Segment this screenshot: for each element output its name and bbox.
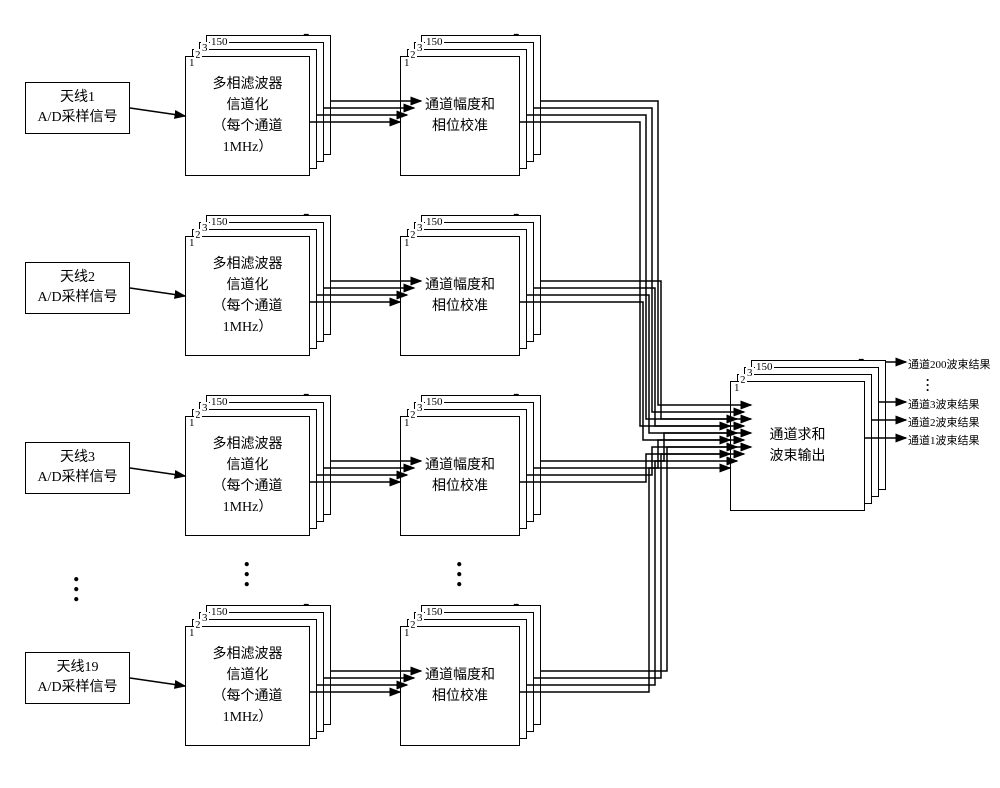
polyphase-filter-4-content: 多相滤波器信道化（每个通道1MHz） <box>185 626 310 746</box>
calibration-2-content: 通道幅度和相位校准 <box>400 236 520 356</box>
polyphase-filter-4-label-3: 3 <box>201 612 209 624</box>
polyphase-filter-2-content: 多相滤波器信道化（每个通道1MHz） <box>185 236 310 356</box>
polyphase-filter-3-content: 多相滤波器信道化（每个通道1MHz） <box>185 416 310 536</box>
polyphase-filter-1-stack: ...150321多相滤波器信道化（每个通道1MHz） <box>185 35 331 176</box>
calibration-3-label-3: 3 <box>416 402 424 414</box>
beam-output-content: 通道求和波束输出 <box>730 381 865 511</box>
beam-output-dots: ... <box>858 350 863 366</box>
polyphase-filter-4-dots: ... <box>303 595 308 611</box>
calibration-4-label-3: 3 <box>416 612 424 624</box>
polyphase-filter-2-label-150: 150 <box>210 216 229 228</box>
calibration-4-content: 通道幅度和相位校准 <box>400 626 520 746</box>
calibration-3-content: 通道幅度和相位校准 <box>400 416 520 536</box>
calibration-1-content: 通道幅度和相位校准 <box>400 56 520 176</box>
calibration-2-dots: ... <box>513 205 518 221</box>
calibration-4-stack: ...150321通道幅度和相位校准 <box>400 605 541 746</box>
output-label-2: 通道2波束结果 <box>908 414 980 430</box>
calibration-2-stack: ...150321通道幅度和相位校准 <box>400 215 541 356</box>
input-antenna-4: 天线19A/D采样信号 <box>25 652 130 704</box>
calibration-1-dots: ... <box>513 25 518 41</box>
polyphase-filter-3-stack: ...150321多相滤波器信道化（每个通道1MHz） <box>185 395 331 536</box>
polyphase-filter-2-dots: ... <box>303 205 308 221</box>
input-antenna-3: 天线3A/D采样信号 <box>25 442 130 494</box>
vdots-stageB: ... <box>456 553 463 584</box>
polyphase-filter-1-dots: ... <box>303 25 308 41</box>
calibration-1-label-3: 3 <box>416 42 424 54</box>
vdots-outputs: ... <box>926 374 929 390</box>
polyphase-filter-4-stack: ...150321多相滤波器信道化（每个通道1MHz） <box>185 605 331 746</box>
beam-output-stack: ...150321通道求和波束输出 <box>730 360 886 511</box>
calibration-3-dots: ... <box>513 385 518 401</box>
output-label-3: 通道1波束结果 <box>908 432 980 448</box>
input-antenna-1: 天线1A/D采样信号 <box>25 82 130 134</box>
polyphase-filter-3-label-3: 3 <box>201 402 209 414</box>
vdots-inputs: ... <box>73 568 80 599</box>
polyphase-filter-1-label-3: 3 <box>201 42 209 54</box>
input-antenna-2: 天线2A/D采样信号 <box>25 262 130 314</box>
polyphase-filter-1-label-150: 150 <box>210 36 229 48</box>
calibration-1-stack: ...150321通道幅度和相位校准 <box>400 35 541 176</box>
polyphase-filter-3-dots: ... <box>303 385 308 401</box>
output-label-1: 通道3波束结果 <box>908 396 980 412</box>
beam-output-label-3: 3 <box>746 367 754 379</box>
calibration-4-dots: ... <box>513 595 518 611</box>
polyphase-filter-4-label-150: 150 <box>210 606 229 618</box>
polyphase-filter-1-content: 多相滤波器信道化（每个通道1MHz） <box>185 56 310 176</box>
calibration-4-label-150: 150 <box>425 606 444 618</box>
calibration-2-label-150: 150 <box>425 216 444 228</box>
beam-output-label-150: 150 <box>755 361 774 373</box>
polyphase-filter-3-label-150: 150 <box>210 396 229 408</box>
calibration-1-label-150: 150 <box>425 36 444 48</box>
output-label-0: 通道200波束结果 <box>908 356 991 372</box>
polyphase-filter-2-label-3: 3 <box>201 222 209 234</box>
calibration-3-label-150: 150 <box>425 396 444 408</box>
polyphase-filter-2-stack: ...150321多相滤波器信道化（每个通道1MHz） <box>185 215 331 356</box>
calibration-2-label-3: 3 <box>416 222 424 234</box>
vdots-stageA: ... <box>244 553 251 584</box>
calibration-3-stack: ...150321通道幅度和相位校准 <box>400 395 541 536</box>
